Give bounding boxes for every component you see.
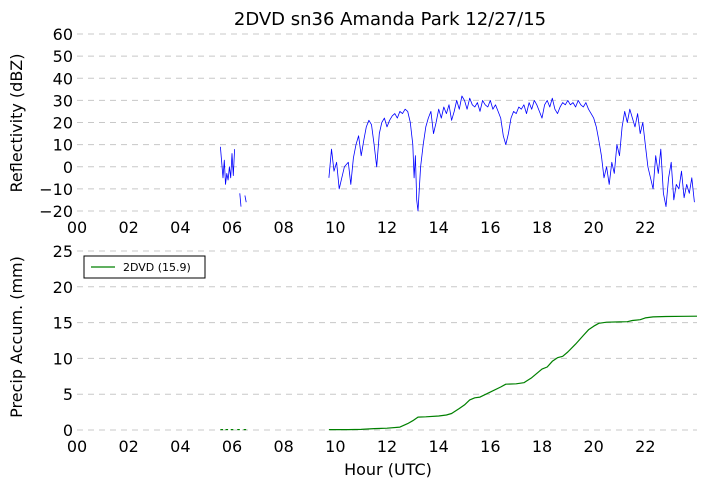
precip-x-tick-label: 00 bbox=[67, 437, 87, 456]
reflectivity-lines bbox=[220, 95, 695, 212]
reflectivity-y-tick-label: −20 bbox=[39, 202, 73, 221]
reflectivity-x-tick-label: 02 bbox=[118, 218, 138, 237]
precip-series-line bbox=[328, 315, 698, 431]
reflectivity-y-tick-label: 10 bbox=[53, 136, 73, 155]
reflectivity-y-tick-label: 30 bbox=[53, 91, 73, 110]
reflectivity-x-tick-label: 04 bbox=[170, 218, 190, 237]
reflectivity-x-tick-label: 12 bbox=[377, 218, 397, 237]
reflectivity-series-line bbox=[239, 193, 242, 207]
precip-x-tick-label: 18 bbox=[532, 437, 552, 456]
precip-x-tick-label: 04 bbox=[170, 437, 190, 456]
legend: 2DVD (15.9) bbox=[83, 255, 206, 279]
reflectivity-series-line bbox=[220, 146, 235, 185]
reflectivity-x-tick-label: 00 bbox=[67, 218, 87, 237]
reflectivity-y-tick-label: 20 bbox=[53, 114, 73, 133]
precip-x-tick-label: 20 bbox=[583, 437, 603, 456]
reflectivity-y-tick-label: 0 bbox=[63, 158, 73, 177]
x-axis-title: Hour (UTC) bbox=[344, 460, 432, 479]
reflectivity-y-tick-label: 50 bbox=[53, 47, 73, 66]
precip-y-tick-label: 5 bbox=[63, 385, 73, 404]
reflectivity-x-tick-label: 08 bbox=[273, 218, 293, 237]
reflectivity-y-ticks: −20 −10 0 10 20 30 40 50 60 bbox=[39, 25, 73, 221]
precip-y-ticks: 0 5 10 15 20 25 bbox=[53, 242, 73, 440]
reflectivity-y-tick-label: −10 bbox=[39, 180, 73, 199]
reflectivity-series-line bbox=[328, 95, 695, 212]
reflectivity-y-tick-label: 40 bbox=[53, 69, 73, 88]
reflectivity-gridlines bbox=[77, 33, 697, 212]
reflectivity-y-axis-title: Reflectivity (dBZ) bbox=[7, 54, 26, 193]
precip-y-tick-label: 10 bbox=[53, 349, 73, 368]
chart-title: 2DVD sn36 Amanda Park 12/27/15 bbox=[234, 9, 546, 30]
precip-panel: 0 5 10 15 20 25 00 02 04 06 08 10 12 14 16 18 20 22 Prec… bbox=[7, 242, 698, 479]
precip-x-tick-label: 08 bbox=[273, 437, 293, 456]
reflectivity-x-tick-label: 06 bbox=[222, 218, 242, 237]
precip-y-tick-label: 0 bbox=[63, 421, 73, 440]
precip-y-tick-label: 15 bbox=[53, 314, 73, 333]
precip-x-tick-label: 02 bbox=[118, 437, 138, 456]
reflectivity-x-ticks: 00 02 04 06 08 10 12 14 16 18 20 22 bbox=[67, 218, 656, 237]
precip-y-axis-title: Precip Accum. (mm) bbox=[7, 256, 26, 418]
reflectivity-y-tick-label: 60 bbox=[53, 25, 73, 44]
reflectivity-x-tick-label: 16 bbox=[480, 218, 500, 237]
precip-y-tick-label: 20 bbox=[53, 278, 73, 297]
precip-x-tick-label: 10 bbox=[325, 437, 345, 456]
legend-box bbox=[83, 255, 206, 279]
precip-lines bbox=[220, 315, 698, 431]
precip-y-tick-label: 25 bbox=[53, 242, 73, 261]
precip-x-tick-label: 22 bbox=[635, 437, 655, 456]
precip-gridlines bbox=[77, 250, 697, 431]
reflectivity-x-tick-label: 14 bbox=[428, 218, 448, 237]
precip-x-tick-label: 12 bbox=[377, 437, 397, 456]
reflectivity-x-tick-label: 22 bbox=[635, 218, 655, 237]
precip-x-ticks: 00 02 04 06 08 10 12 14 16 18 20 22 bbox=[67, 437, 656, 456]
reflectivity-panel: −20 −10 0 10 20 30 40 50 60 00 02 04 06 08 10 12 14 16 18… bbox=[7, 25, 697, 237]
reflectivity-series-line bbox=[244, 195, 247, 203]
legend-label: 2DVD (15.9) bbox=[123, 261, 191, 274]
precip-x-tick-label: 06 bbox=[222, 437, 242, 456]
precip-x-tick-label: 14 bbox=[428, 437, 448, 456]
reflectivity-x-tick-label: 20 bbox=[583, 218, 603, 237]
precip-x-tick-label: 16 bbox=[480, 437, 500, 456]
reflectivity-x-tick-label: 18 bbox=[532, 218, 552, 237]
reflectivity-x-tick-label: 10 bbox=[325, 218, 345, 237]
